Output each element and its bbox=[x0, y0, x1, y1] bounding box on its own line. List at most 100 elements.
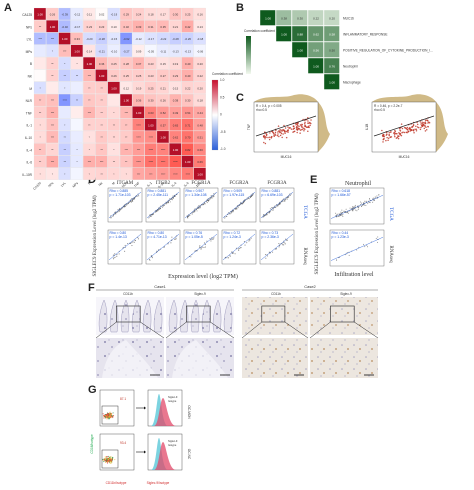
panel-g-event bbox=[103, 414, 105, 417]
panel-g-event bbox=[102, 459, 104, 461]
panel-c-point bbox=[302, 128, 304, 130]
panel-d-point bbox=[114, 211, 116, 213]
panel-g-event bbox=[106, 413, 109, 415]
panel-d-point bbox=[268, 212, 270, 214]
panel-d-p: p = 2.36e-3 bbox=[262, 235, 279, 239]
panel-d-point bbox=[155, 211, 157, 213]
panel-d-point bbox=[286, 239, 288, 241]
panel-e-point bbox=[358, 207, 360, 209]
panel-a-cell-sig: **** bbox=[161, 160, 166, 164]
panel-a-cell bbox=[70, 118, 83, 131]
panel-a-cell bbox=[58, 81, 71, 94]
panel-a-cell bbox=[169, 93, 182, 107]
panel-f-villus bbox=[153, 299, 163, 333]
panel-a-cell bbox=[144, 143, 157, 156]
panel-a-cell-value: -0.13 bbox=[172, 50, 179, 54]
panel-b-cell bbox=[259, 9, 276, 26]
panel-a-cell-value: 0.16 bbox=[197, 13, 203, 17]
panel-a-cell bbox=[58, 44, 71, 57]
panel-e-point bbox=[346, 212, 348, 214]
panel-a-cell-value: 0.23 bbox=[148, 62, 154, 66]
panel-a-cell bbox=[95, 93, 108, 107]
panel-e-point bbox=[335, 214, 337, 216]
panel-c-point bbox=[307, 120, 309, 122]
panel-a-cell-value: 0.37 bbox=[136, 62, 142, 66]
panel-d-regression-line bbox=[184, 191, 218, 219]
panel-a-cell-sig: *** bbox=[137, 173, 141, 177]
panel-a-cell-sig: * bbox=[52, 50, 54, 54]
panel-d-point bbox=[199, 206, 201, 208]
panel-a-cell-value: 0.15 bbox=[173, 86, 179, 90]
panel-a-cell bbox=[95, 106, 108, 119]
panel-d-point bbox=[110, 217, 112, 219]
panel-d-point bbox=[134, 197, 136, 199]
panel-a-cell-sig: ** bbox=[113, 136, 116, 140]
panel-c-point bbox=[279, 134, 282, 137]
panel-g-event bbox=[105, 414, 107, 416]
panel-d-point bbox=[271, 207, 272, 209]
panel-c-xlabel: MUC16 bbox=[399, 155, 410, 159]
panel-a-cell bbox=[33, 32, 46, 45]
panel-a-cell-value: 0.19 bbox=[173, 62, 179, 66]
panel-a-cell bbox=[156, 167, 169, 180]
panel-a-cell-value: 0.54 bbox=[185, 111, 191, 115]
panel-a-row-label: IL-4 bbox=[27, 148, 33, 152]
panel-c-point bbox=[401, 131, 403, 134]
panel-a-cell-sig: * bbox=[126, 173, 128, 177]
panel-a-cell-sig: * bbox=[52, 173, 54, 177]
panel-d-p: p = 1.97e-115 bbox=[224, 193, 245, 197]
panel-a-cell-sig: **** bbox=[173, 160, 178, 164]
panel-d-point bbox=[240, 247, 242, 249]
panel-a-cell bbox=[132, 155, 145, 168]
panel-d-point bbox=[162, 205, 164, 207]
panel-b-cell-value: 0.30 bbox=[297, 16, 303, 20]
panel-a-row-label: LYL bbox=[27, 38, 33, 42]
panel-b-cell bbox=[323, 57, 340, 74]
panel-d-point bbox=[207, 202, 208, 204]
panel-a-cell-value: 0.14 bbox=[87, 50, 93, 54]
panel-d-point bbox=[249, 196, 251, 198]
panel-c-point bbox=[424, 121, 427, 123]
panel-letter-c: C bbox=[236, 92, 244, 104]
panel-c-point bbox=[297, 124, 299, 127]
panel-c-point bbox=[427, 125, 429, 128]
panel-a-cell-sig: **** bbox=[136, 123, 141, 127]
panel-c-point bbox=[284, 127, 287, 129]
panel-a-cell-value: -0.06 bbox=[197, 50, 204, 54]
panel-a-cell-sig: *** bbox=[39, 37, 43, 41]
panel-d-p: p = 1.71e-103 bbox=[110, 193, 131, 197]
panel-d-regression-line bbox=[146, 233, 180, 261]
panel-d-gene-title: FCGR3A bbox=[267, 181, 287, 186]
panel-e-point bbox=[361, 205, 363, 207]
panel-c-regression-line bbox=[255, 115, 317, 137]
panel-d-point bbox=[126, 204, 128, 206]
panel-b-row-label: POSITIVE_REGULATION_OF_CYTOKINE_PRODUCTI… bbox=[343, 49, 433, 53]
panel-g-hist-label-1: Siglec-9 bbox=[168, 439, 178, 443]
panel-a-cell bbox=[46, 57, 59, 70]
panel-a-cell-sig: ** bbox=[39, 99, 42, 103]
panel-f-stain-3: CD11b bbox=[271, 292, 281, 296]
panel-c-right-density bbox=[318, 102, 330, 152]
panel-a-cell-sig: **** bbox=[149, 148, 154, 152]
panel-a-cell bbox=[58, 57, 71, 70]
panel-c-ylabel: IL1B bbox=[365, 124, 369, 131]
panel-g-event bbox=[102, 458, 104, 460]
panel-a-cell-value: -0.27 bbox=[123, 50, 130, 54]
panel-c-point bbox=[301, 126, 304, 128]
panel-a-cell bbox=[193, 118, 206, 131]
panel-a-cell-value: 0.25 bbox=[124, 74, 130, 78]
panel-a-col-label: NPs bbox=[47, 181, 54, 188]
panel-a-cell bbox=[83, 155, 96, 168]
panel-e-rho: Rho = 0.44 bbox=[332, 231, 349, 235]
panel-d-point bbox=[124, 244, 126, 247]
panel-a-cell bbox=[119, 69, 133, 82]
panel-a-cell bbox=[107, 44, 120, 57]
panel-a-cell bbox=[107, 118, 120, 131]
panel-g-event bbox=[108, 418, 111, 420]
panel-b-cell-value: 1.00 bbox=[329, 80, 335, 84]
panel-e-point bbox=[351, 207, 353, 209]
panel-b-cell-value: 1.00 bbox=[281, 32, 287, 36]
panel-f-villus bbox=[131, 299, 141, 333]
panel-e-point bbox=[336, 213, 338, 215]
panel-c-point bbox=[271, 135, 273, 138]
